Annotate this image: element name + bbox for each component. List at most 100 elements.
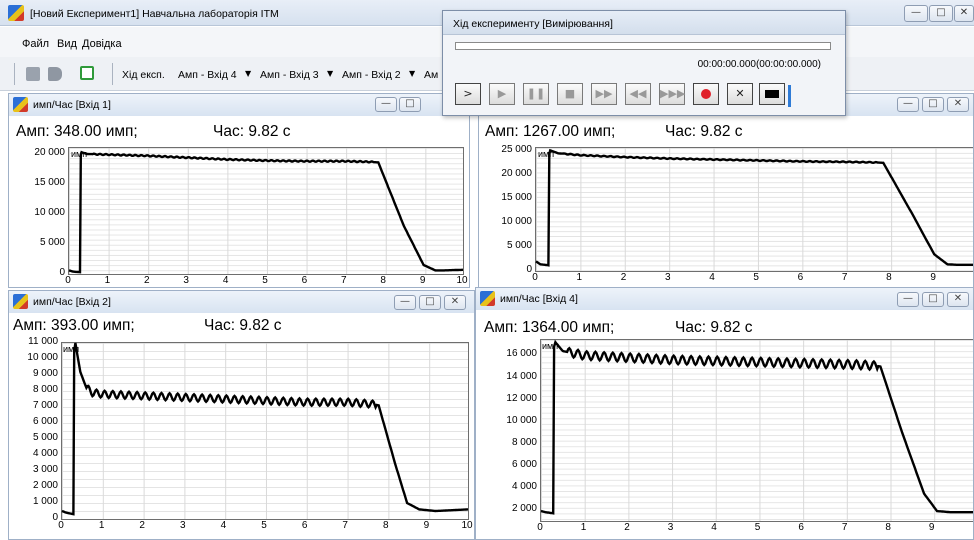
y-tick-label: 14 000 [506, 370, 537, 382]
window-title: имп/Час [Вхід 4] [500, 293, 578, 305]
channel-select-2[interactable]: Амп - Вхід 2 [342, 69, 401, 81]
fast-forward-button[interactable]: ▶▶ [591, 83, 617, 105]
y-tick-label: 10 000 [506, 414, 537, 426]
time-readout: Час: 9.82 с [665, 123, 743, 140]
x-tick-label: 1 [104, 275, 111, 286]
experiment-progress-button[interactable]: Хід експ. [122, 69, 165, 81]
time-readout: Час: 9.82 с [213, 123, 291, 140]
y-tick-label: 0 [52, 512, 58, 523]
maximize-button[interactable]: □ [922, 97, 944, 112]
save-icon[interactable] [26, 67, 40, 81]
status-indicator [788, 85, 791, 107]
plot-area[interactable] [540, 339, 973, 522]
y-tick-label: 1 000 [32, 496, 58, 507]
x-tick-label: 2 [624, 522, 630, 533]
new-channel-icon[interactable] [80, 66, 94, 80]
x-tick-label: 3 [667, 522, 674, 533]
chevron-down-icon[interactable]: ▼ [327, 69, 334, 78]
maximize-button[interactable]: □ [419, 295, 441, 310]
maximize-button[interactable]: □ [922, 292, 944, 307]
channel-select-3[interactable]: Амп - Вхід 3 [260, 69, 319, 81]
black-square-icon [765, 90, 779, 98]
chart-window-input-4[interactable]: имп/Час [Вхід 4] — □ ✕ Амп: 1364.00 имп;… [475, 287, 974, 540]
y-tick-label: 10 000 [501, 216, 532, 228]
close-button[interactable]: ✕ [444, 295, 466, 310]
x-tick-label: 2 [620, 272, 627, 283]
close-button[interactable]: ✕ [954, 5, 974, 22]
minimize-button[interactable]: — [394, 295, 416, 310]
x-tick-label: 5 [754, 522, 761, 533]
record-button[interactable] [693, 83, 719, 105]
app-icon [8, 5, 24, 21]
y-tick-label: 2 000 [511, 502, 537, 514]
channel-select-1[interactable]: Ам [424, 69, 439, 81]
play-button[interactable]: > [455, 83, 481, 105]
unit-label: имп [542, 341, 559, 351]
y-tick-label: 9 000 [32, 368, 58, 379]
chevron-down-icon[interactable]: ▼ [409, 69, 416, 78]
child-title-bar: имп/Час [Вхід 4] — □ ✕ [476, 288, 973, 310]
y-tick-label: 16 000 [506, 348, 537, 360]
progress-bar [455, 42, 831, 50]
x-tick-label: 3 [664, 272, 671, 283]
y-tick-label: 3 000 [32, 464, 58, 475]
chart-window-input-3[interactable]: — □ ✕ Амп: 1267.00 имп; Час: 9.82 с имп … [478, 93, 974, 288]
maximize-button[interactable]: □ [929, 5, 953, 22]
window-icon [13, 294, 28, 309]
x-tick-label: 7 [342, 520, 348, 531]
menu-help[interactable]: Довідка [82, 38, 122, 50]
x-tick-label: 1 [98, 520, 105, 531]
rewind-button[interactable]: ◀◀ [625, 83, 651, 105]
step-play-button[interactable]: ▶ [489, 83, 515, 105]
app-title: [Новий Експеримент1] Навчальна лаборатор… [30, 8, 279, 20]
x-tick-label: 0 [58, 520, 64, 531]
chart-svg [68, 150, 463, 274]
menu-file[interactable]: Файл [22, 38, 50, 50]
x-tick-label: 9 [928, 522, 935, 533]
minimize-button[interactable]: — [897, 97, 919, 112]
menu-view[interactable]: Вид [57, 38, 77, 50]
elapsed-time: 00:00:00.000(00:00:00.000) [697, 59, 821, 70]
channel-select-4[interactable]: Амп - Вхід 4 [178, 69, 237, 81]
chart-window-input-2[interactable]: имп/Час [Вхід 2] — □ ✕ Амп: 393.00 имп; … [8, 290, 475, 540]
time-readout: Час: 9.82 с [204, 317, 282, 334]
minimize-button[interactable]: — [375, 97, 397, 112]
pause-button[interactable]: ❚❚ [523, 83, 549, 105]
x-tick-label: 10 [456, 275, 468, 286]
plot-area[interactable] [535, 147, 973, 272]
x-tick-label: 1 [580, 522, 587, 533]
x-tick-label: 5 [753, 272, 759, 283]
chart-window-input-1[interactable]: имп/Час [Вхід 1] — □ Амп: 348.00 имп; Ча… [8, 93, 470, 288]
x-tick-label: 6 [301, 520, 308, 531]
stop-button[interactable]: ■ [557, 83, 583, 105]
x-tick-label: 8 [383, 520, 389, 531]
y-tick-label: 25 000 [501, 144, 532, 156]
data-series-line [68, 150, 463, 274]
x-tick-label: 0 [537, 522, 543, 533]
display-button[interactable] [759, 83, 785, 105]
cancel-button[interactable]: ✕ [727, 83, 753, 105]
y-tick-label: 15 000 [34, 177, 65, 188]
close-button[interactable]: ✕ [947, 97, 969, 112]
close-button[interactable]: ✕ [947, 292, 969, 307]
y-tick-label: 8 000 [511, 436, 537, 448]
minimize-button[interactable]: — [897, 292, 919, 307]
chevron-down-icon[interactable]: ▼ [245, 69, 252, 78]
experiment-progress-dialog[interactable]: Хід експерименту [Вимірювання] 00:00:00.… [442, 10, 846, 116]
toolbar-separator [14, 63, 15, 85]
data-series-line [540, 339, 973, 515]
plot-area[interactable] [68, 147, 464, 275]
x-tick-label: 4 [220, 520, 227, 531]
x-tick-label: 9 [423, 520, 430, 531]
skip-button[interactable]: ▶▶▶ [659, 83, 685, 105]
y-tick-label: 0 [59, 267, 65, 278]
x-tick-label: 8 [885, 522, 891, 533]
x-tick-label: 2 [139, 520, 145, 531]
maximize-button[interactable]: □ [399, 97, 421, 112]
export-icon[interactable] [48, 67, 62, 81]
y-tick-label: 10 000 [34, 207, 65, 218]
minimize-button[interactable]: — [904, 5, 928, 22]
unit-label: имп [63, 344, 80, 354]
x-tick-label: 5 [262, 275, 268, 286]
plot-area[interactable] [61, 342, 469, 520]
